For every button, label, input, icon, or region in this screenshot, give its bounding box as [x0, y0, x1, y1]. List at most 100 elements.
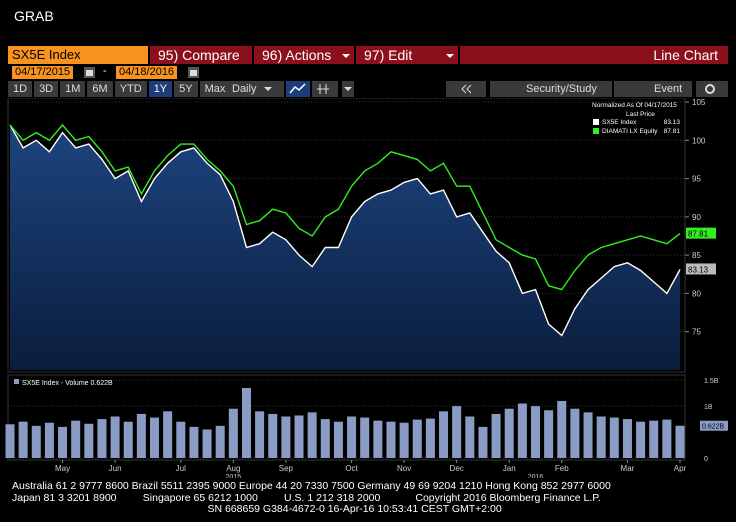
x-tick-label: Jul	[176, 464, 186, 473]
range-buttons: 1D 3D 1M 6M YTD 1Y 5Y Max	[8, 81, 231, 97]
line-icon[interactable]	[286, 81, 310, 97]
legend-swatch	[593, 119, 599, 125]
tools-icon[interactable]	[312, 81, 338, 97]
back-button[interactable]	[446, 81, 486, 97]
range-button[interactable]: 3D	[34, 81, 59, 97]
y-tick-label: 90	[692, 213, 701, 222]
volume-bar	[465, 416, 475, 458]
volume-bar	[596, 416, 606, 458]
y-tick-label: 85	[692, 251, 701, 260]
edit-menu[interactable]: 97) Edit	[356, 46, 458, 64]
volume-bar	[31, 425, 41, 458]
security-study-button[interactable]: Security/Study	[490, 81, 612, 97]
last-value-label: 83.13	[688, 265, 709, 274]
volume-bar	[491, 413, 501, 458]
legend-swatch	[593, 128, 599, 134]
range-button[interactable]: YTD	[114, 81, 147, 97]
x-tick-label: Jun	[109, 464, 122, 473]
view-label: Line Chart	[460, 46, 728, 64]
button-label: Event	[654, 83, 683, 95]
volume-bar	[530, 406, 540, 458]
last-value-tag	[686, 263, 716, 275]
volume-bar	[439, 411, 449, 458]
x-tick-label: May	[55, 464, 70, 473]
x-tick-label: Feb	[555, 464, 569, 473]
chart: Normalized As Of 04/17/2015 Last Price S…	[5, 98, 728, 478]
dropdown-icon	[446, 54, 454, 58]
last-value-tag	[700, 420, 728, 431]
volume-bar	[649, 420, 659, 458]
volume-bar	[241, 387, 251, 458]
frequency-select[interactable]: Daily	[228, 81, 284, 97]
volume-bar	[150, 417, 160, 458]
range-button[interactable]: Max	[199, 81, 231, 97]
legend-title: Normalized As Of 04/17/2015	[592, 102, 677, 109]
volume-bar	[163, 411, 173, 458]
x-tick-label: Jan	[503, 464, 516, 473]
last-value-label: 0.622B	[702, 424, 725, 431]
volume-bar	[176, 421, 186, 458]
menu-label: 95) Compare	[158, 47, 240, 63]
end-date[interactable]: 04/18/2016	[116, 66, 178, 79]
volume-bar	[123, 421, 133, 458]
footer-line: SN 668659 G384-4672-0 16-Apr-16 10:53:41…	[12, 503, 502, 515]
tools-dropdown[interactable]	[342, 81, 354, 97]
volume-bar	[544, 410, 554, 458]
icon	[289, 83, 306, 94]
start-date[interactable]: 04/17/2015	[12, 66, 74, 79]
volume-bar	[136, 413, 146, 458]
volume-bar	[636, 421, 646, 458]
volume-bar	[347, 416, 357, 458]
area	[10, 125, 680, 370]
volume-bar	[44, 422, 54, 458]
footer-line: Japan 81 3 3201 8900 Singapore 65 6212 1…	[12, 491, 601, 504]
volume-bar	[425, 418, 435, 458]
security-field[interactable]: SX5E Index	[8, 46, 148, 64]
range-button[interactable]: 6M	[87, 81, 113, 97]
volume-bar	[202, 429, 212, 458]
volume-bar	[84, 423, 94, 458]
event-button[interactable]: Event	[614, 81, 692, 97]
icon	[461, 84, 472, 94]
volume-bar	[110, 416, 120, 458]
button-label: Security/Study	[526, 83, 597, 95]
volume-bar	[373, 420, 383, 458]
volume-panel	[7, 374, 686, 461]
range-button[interactable]: 1D	[8, 81, 33, 97]
volume-bar	[557, 400, 567, 458]
dropdown-icon	[342, 54, 350, 58]
calendar-icon[interactable]	[84, 67, 95, 78]
y-tick-label: 0	[704, 456, 708, 463]
volume-bar	[662, 419, 672, 458]
calendar-icon[interactable]	[188, 67, 199, 78]
footer: Australia 61 2 9777 8600 Brazil 5511 239…	[12, 480, 611, 516]
range-button[interactable]: 1M	[60, 81, 86, 97]
volume-bar	[97, 419, 107, 458]
legend-value: 87.81	[664, 128, 681, 135]
volume-bar	[228, 408, 238, 458]
dropdown-icon	[264, 87, 272, 91]
range-button[interactable]: 1Y	[148, 81, 173, 97]
volume-bar	[58, 426, 68, 458]
settings-button[interactable]	[696, 81, 728, 97]
y-tick-label: 1.5B	[704, 378, 719, 385]
actions-menu[interactable]: 96) Actions	[254, 46, 354, 64]
compare-menu[interactable]: 95) Compare	[150, 46, 252, 64]
y-tick-label: 100	[692, 136, 706, 145]
year-label: 2016	[528, 474, 544, 478]
legend-label: DIAMATI LX Equity	[602, 128, 658, 135]
icon	[705, 84, 715, 94]
icon	[317, 84, 329, 94]
x-tick-label: Aug	[226, 464, 240, 473]
volume-bar	[189, 426, 199, 458]
y-tick-label: 80	[692, 289, 701, 298]
volume-bar	[255, 411, 265, 458]
volume-bar	[268, 413, 278, 458]
legend-box	[590, 100, 682, 140]
volume-bar	[399, 422, 409, 458]
volume-bar	[675, 425, 685, 458]
range-button[interactable]: 5Y	[174, 81, 198, 97]
volume-bar	[307, 412, 317, 458]
volume-bar	[622, 419, 632, 458]
